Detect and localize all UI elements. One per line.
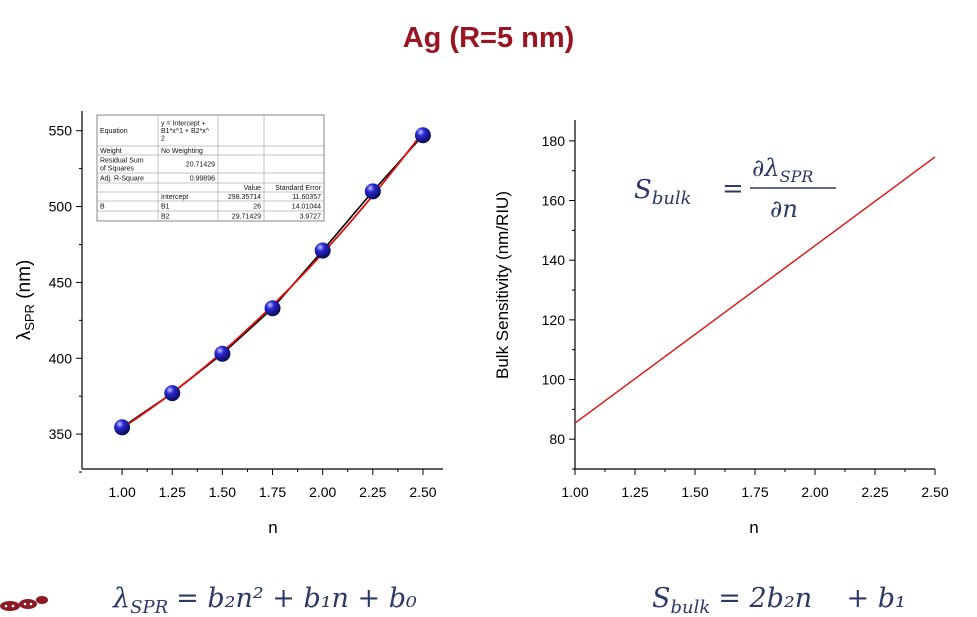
data-point (214, 345, 231, 362)
right-x-tick-label: 2.00 (801, 484, 828, 500)
right-y-axis-label: Bulk Sensitivity (nm/RIU) (493, 191, 512, 379)
fit-table-cell: y = Intercept + (161, 120, 206, 127)
right-y-tick-label: 100 (542, 372, 566, 388)
fit-table-cell: of Squares (100, 165, 134, 172)
lambda-fit-lhs-sub: SPR (130, 597, 168, 617)
right-y-tick-label: 160 (542, 193, 566, 209)
fit-table-cell: Intercept (161, 194, 188, 201)
sbulk-fit-lhs-sub: bulk (671, 597, 711, 617)
fit-table-cell: No Weighting (161, 148, 203, 155)
fit-table-cell: Weight (100, 148, 122, 155)
left-x-tick-label: 2.00 (309, 484, 336, 500)
left-chart: 1.00 1.25 1.50 1.75 2.00 2.25 2.50 350 400 450 500… (14, 111, 443, 537)
left-x-tick-label: 1.75 (259, 484, 286, 500)
fit-table-cell: 2 (161, 136, 165, 143)
sbulk-fit-rhs: = 2b₂n + b₁ (718, 583, 906, 614)
sbulk-def-numerator-sub: SPR (780, 167, 814, 186)
left-y-tick-label: 400 (49, 350, 73, 366)
svg-text:Sbulk= 2b₂n + b₁: Sbulk = 2b₂n + b₁ (652, 583, 906, 617)
fit-table-cell: 29.71429 (232, 214, 261, 221)
sensitivity-line (574, 156, 936, 424)
logo (0, 596, 48, 611)
left-y-axis-label-main: λ (14, 330, 35, 340)
right-x-tick-label: 1.25 (621, 484, 648, 500)
right-x-axis-label: n (749, 518, 758, 537)
left-y-tick-label: 450 (49, 274, 73, 290)
data-point (414, 127, 431, 144)
fit-table-cell: 11.60357 (292, 194, 321, 201)
fit-table-cell: 26 (253, 204, 261, 211)
right-y-axis-label-wrap: Bulk Sensitivity (nm/RIU) (493, 191, 512, 379)
sbulk-def-lhs-sub: bulk (652, 188, 692, 209)
right-chart-axes: 1.00 1.25 1.50 1.75 2.00 2.25 2.50 80 100 120 140 1… (542, 120, 949, 500)
left-y-tick-label: 350 (49, 426, 73, 442)
right-x-tick-label: 1.50 (681, 484, 708, 500)
left-y-axis-label: λSPR (nm) (14, 260, 37, 341)
sbulk-definition-equation: Sbulk = ∂λSPR ∂n (634, 154, 836, 223)
fit-table-cell: B (100, 204, 105, 211)
fit-table-cell: Equation (100, 128, 128, 135)
data-point (164, 385, 181, 402)
data-point (114, 419, 131, 436)
right-y-tick-label: 140 (542, 252, 566, 268)
svg-text:λSPR (nm): λSPR (nm) (14, 260, 37, 341)
left-chart-axes: 1.00 1.25 1.50 1.75 2.00 2.25 2.50 350 400 450 500… (49, 111, 443, 500)
left-x-tick-label: 2.25 (359, 484, 386, 500)
svg-text:Sbulk: Sbulk (634, 175, 692, 209)
left-x-tick-label: 1.50 (209, 484, 236, 500)
sbulk-def-numerator: ∂λ (752, 154, 780, 182)
lambda-fit-rhs: = b₂n² + b₁n + b₀ (176, 583, 417, 614)
right-x-tick-label: 1.00 (561, 484, 588, 500)
right-x-tick-label: 2.25 (861, 484, 888, 500)
data-point (364, 183, 381, 200)
lambda-fit-equation: λSPR = b₂n² + b₁n + b₀ (112, 583, 417, 617)
right-x-tick-label: 2.50 (921, 484, 948, 500)
fit-table-cell: B2 (161, 214, 170, 221)
left-y-axis-label-unit: (nm) (14, 260, 35, 304)
left-x-tick-label: 1.00 (108, 484, 135, 500)
right-chart: 1.00 1.25 1.50 1.75 2.00 2.25 2.50 80 100 120 140 1… (493, 120, 949, 537)
left-y-tick-label: 500 (49, 199, 73, 215)
fit-table-frame (96, 114, 325, 222)
fit-table-cell: Adj. R-Square (100, 176, 144, 183)
fit-table-cell: Standard Error (275, 185, 322, 192)
right-y-tick-label: 80 (549, 431, 565, 447)
lambda-fit-lhs: λ (112, 583, 130, 614)
sbulk-def-denominator: ∂n (770, 195, 798, 223)
fit-table-cell: Residual Sum (100, 158, 144, 165)
left-x-tick-label: 2.50 (409, 484, 436, 500)
left-x-axis-label: n (268, 518, 277, 537)
fit-table-cell: 14.01044 (292, 204, 321, 211)
fit-table-cell: B1 (161, 204, 170, 211)
fit-table-cell: 3.9727 (300, 214, 322, 221)
right-y-tick-label: 120 (542, 312, 566, 328)
sbulk-fit-equation: Sbulk = 2b₂n + b₁ (652, 583, 906, 617)
fit-table-cell: 20.71429 (186, 162, 215, 169)
svg-text:∂λSPR: ∂λSPR (752, 154, 813, 186)
left-chart-marks (114, 127, 431, 436)
fit-table-cell: 298.35714 (228, 194, 261, 201)
left-x-tick-label: 1.25 (159, 484, 186, 500)
right-x-tick-label: 1.75 (741, 484, 768, 500)
left-y-axis-label-sub: SPR (22, 304, 37, 331)
data-point (264, 300, 281, 317)
fit-results-table: Equation y = Intercept +B1*x^1 + B2*x^2 We… (96, 114, 325, 222)
right-y-tick-label: 180 (542, 133, 566, 149)
sbulk-def-equals: = (722, 174, 744, 204)
fit-table-cell: B1*x^1 + B2*x^ (161, 128, 210, 135)
right-chart-marks (574, 156, 936, 424)
sbulk-def-lhs: S (634, 175, 652, 205)
fit-table-cell: Value (244, 185, 261, 192)
data-point (314, 242, 331, 259)
fit-table-cell: 0.99896 (190, 176, 215, 183)
sbulk-fit-lhs: S (652, 583, 671, 614)
slide-title: Ag (R=5 nm) (402, 22, 575, 54)
svg-text:λSPR= b₂n² + b₁n + b₀: λSPR = b₂n² + b₁n + b₀ (112, 583, 417, 617)
left-y-tick-label: 550 (49, 123, 73, 139)
